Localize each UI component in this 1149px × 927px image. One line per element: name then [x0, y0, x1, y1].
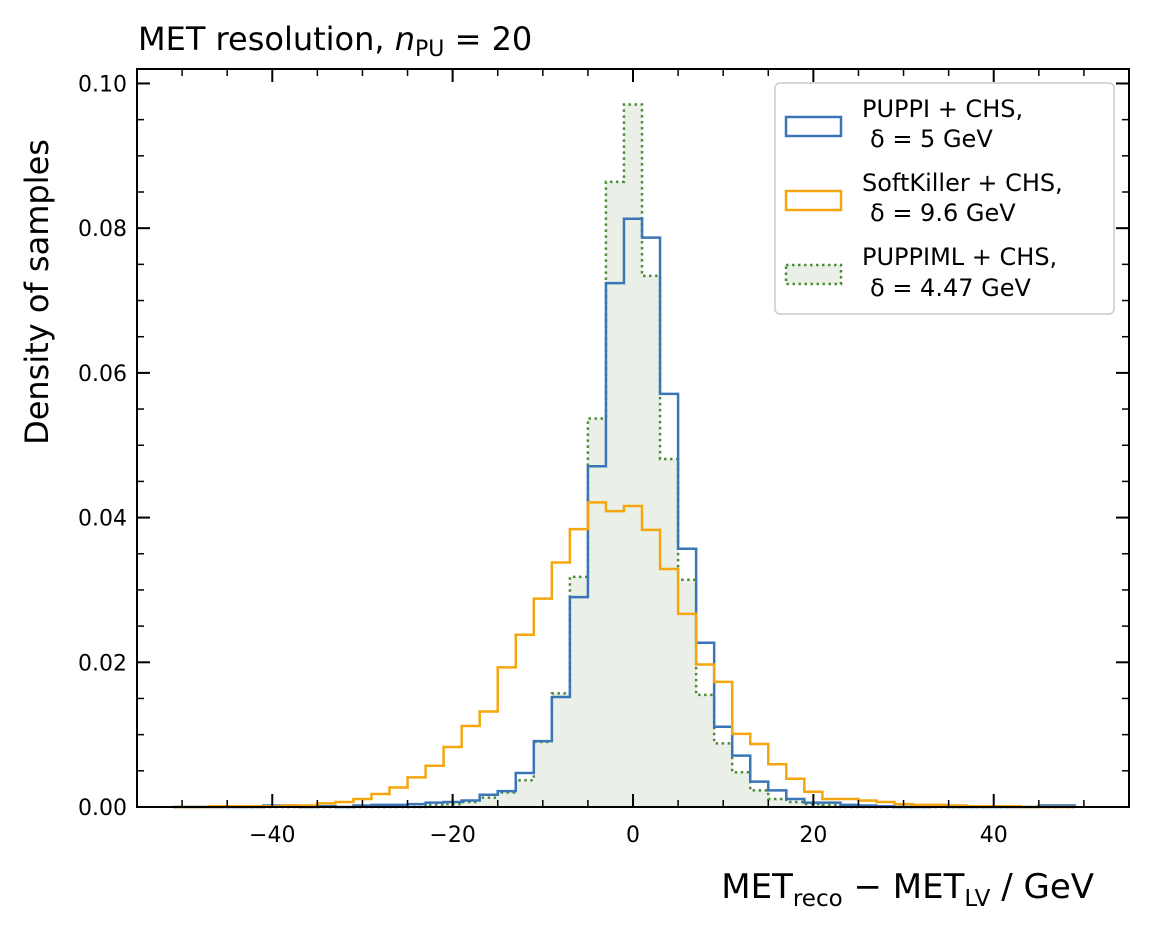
y-tick-label: 0.04	[78, 507, 127, 532]
legend-handle-puppi	[784, 115, 843, 138]
y-tick-label: 0.10	[78, 72, 127, 97]
y-tick-label: 0.06	[78, 362, 127, 387]
legend-label-puppiml: PUPPIML + CHS,	[862, 243, 1057, 271]
legend-label-softkiller: SoftKiller + CHS,	[862, 169, 1063, 197]
legend-box	[774, 82, 1115, 315]
x-tick-label: 40	[980, 823, 1008, 848]
legend-handle-puppiml	[784, 263, 843, 286]
series-fill-puppiml-chs	[173, 104, 1075, 807]
legend-resolution-puppi: δ = 5 GeV	[870, 125, 993, 153]
y-tick-label: 0.00	[78, 796, 127, 821]
legend-handle-softkiller	[784, 189, 843, 212]
plot-frame	[136, 68, 1130, 808]
series-line-softkiller-chs	[173, 501, 1075, 809]
x-axis-label: METreco − METLV / GeV	[721, 867, 1094, 912]
legend-resolution-softkiller: δ = 9.6 GeV	[870, 199, 1016, 227]
y-tick-label: 0.02	[78, 651, 127, 676]
series-softkiller-chs	[173, 501, 1075, 809]
x-tick-label: −40	[249, 823, 295, 848]
histogram-fills	[173, 104, 1075, 807]
chart-title: MET resolution, nPU = 20	[138, 20, 532, 62]
x-tick-label: −20	[429, 823, 475, 848]
axis-tick-labels: −40 −20 0 20 40 0.00 0.02 0.04 0.06 0.08 0.10	[78, 72, 1008, 848]
y-tick-label: 0.08	[78, 217, 127, 242]
x-tick-label: 20	[799, 823, 827, 848]
legend-resolution-puppiml: δ = 4.47 GeV	[870, 274, 1031, 302]
x-tick-label: 0	[626, 823, 640, 848]
legend: PUPPI + CHS, δ = 5 GeV SoftKiller + CHS,…	[774, 82, 1115, 315]
y-axis-label: Density of samples	[18, 139, 56, 445]
legend-label-puppi: PUPPI + CHS,	[862, 95, 1023, 123]
